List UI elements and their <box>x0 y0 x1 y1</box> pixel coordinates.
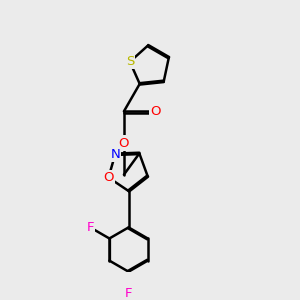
Text: F: F <box>125 287 132 300</box>
Text: O: O <box>150 105 161 118</box>
Text: O: O <box>118 136 129 149</box>
Text: N: N <box>110 148 120 161</box>
Text: O: O <box>103 171 114 184</box>
Text: S: S <box>126 55 134 68</box>
Text: F: F <box>86 221 94 234</box>
